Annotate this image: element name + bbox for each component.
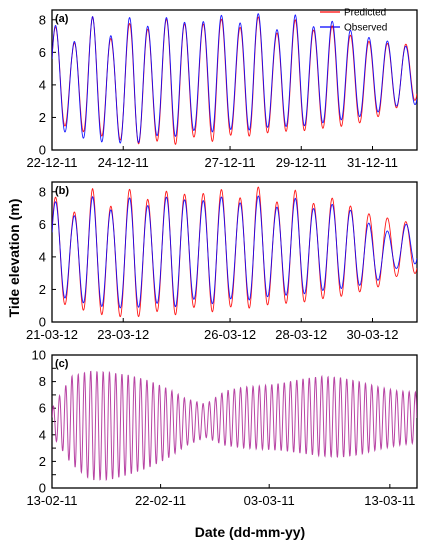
- x-tick-label: 29-12-11: [276, 155, 327, 170]
- x-tick-label: 23-03-12: [97, 327, 149, 342]
- plot-frame-b: [51, 181, 418, 323]
- y-tick-label: 2: [39, 282, 46, 297]
- x-tick-label: 28-03-12: [275, 327, 327, 342]
- y-tick-label: 4: [39, 77, 46, 92]
- x-tick-label: 26-03-12: [204, 327, 256, 342]
- legend-predicted-label: Predicted: [344, 8, 386, 19]
- x-axis-title: Date (dd-mm-yy): [195, 524, 305, 540]
- panel-a: (a) Predicted Observed 0 2 4 6 8 22-12-11 24-1…: [26, 8, 418, 170]
- panel-label-c: (c): [55, 358, 69, 370]
- legend-observed-label: Observed: [344, 23, 387, 34]
- y-tick-label: 6: [39, 45, 46, 60]
- x-tick-label: 30-03-12: [346, 327, 398, 342]
- y-tick-label: 2: [39, 454, 46, 469]
- series-line-observed: [52, 13, 417, 144]
- y-tick-label: 0: [39, 143, 46, 158]
- legend: Predicted Observed: [320, 8, 387, 34]
- series-line-observed: [52, 195, 417, 309]
- y-tick-label: 10: [32, 348, 46, 363]
- plot-frame-a: [51, 9, 418, 151]
- x-tick-label: 13-02-11: [26, 493, 77, 508]
- x-tick-label: 27-12-11: [205, 155, 256, 170]
- y-axis-title: Tide elevation (m): [6, 199, 22, 318]
- panel-c: (c) 0 2 4 6 8 10 13-02-11 22-02-11 03-03-11 13-03…: [26, 348, 418, 508]
- panel-label-b: (b): [55, 185, 69, 197]
- x-tick-label: 21-03-12: [26, 327, 78, 342]
- y-tick-label: 6: [39, 401, 46, 416]
- x-tick-label: 22-12-11: [26, 155, 77, 170]
- y-tick-label: 8: [39, 184, 46, 199]
- y-tick-label: 8: [39, 12, 46, 27]
- x-tick-label: 13-03-11: [364, 493, 415, 508]
- x-tick-label: 03-03-11: [244, 493, 295, 508]
- y-tick-label: 4: [39, 249, 46, 264]
- y-tick-label: 0: [39, 481, 46, 496]
- y-tick-label: 0: [39, 315, 46, 330]
- y-tick-label: 6: [39, 217, 46, 232]
- y-tick-label: 8: [39, 374, 46, 389]
- panel-label-a: (a): [55, 13, 69, 25]
- x-tick-label: 31-12-11: [347, 155, 398, 170]
- y-tick-label: 2: [39, 110, 46, 125]
- x-tick-label: 24-12-11: [98, 155, 149, 170]
- x-tick-label: 22-02-11: [135, 493, 186, 508]
- series-line-predicted: [52, 370, 417, 482]
- y-tick-label: 4: [39, 427, 46, 442]
- panel-b: (b) 0 2 4 6 8 21-03-12 23-03-12 26-03-12 28-03-1…: [26, 181, 418, 342]
